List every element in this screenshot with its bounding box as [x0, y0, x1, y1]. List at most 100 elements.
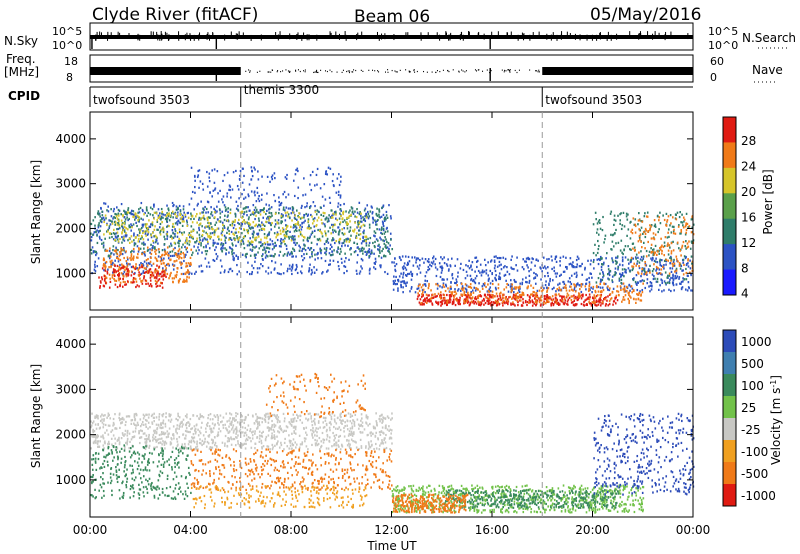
- range-cell: [336, 250, 339, 254]
- range-cell: [162, 259, 164, 262]
- range-cell: [143, 250, 146, 254]
- range-cell: [452, 298, 455, 301]
- range-cell: [575, 271, 578, 274]
- range-cell: [631, 268, 634, 272]
- range-cell: [246, 230, 249, 234]
- nsky-spike: [100, 32, 102, 39]
- nsky-spike: [462, 34, 464, 41]
- freq-dot: [346, 70, 348, 73]
- range-cell: [177, 249, 180, 252]
- range-cell: [283, 234, 286, 237]
- range-cell: [244, 447, 247, 450]
- range-cell: [225, 209, 227, 212]
- range-cell: [112, 210, 115, 213]
- range-cell: [567, 280, 570, 283]
- range-cell: [255, 214, 257, 217]
- range-cell: [361, 267, 363, 270]
- range-cell: [514, 280, 516, 283]
- range-cell: [368, 256, 370, 259]
- range-cell: [256, 191, 259, 194]
- range-cell: [216, 170, 219, 173]
- range-cell: [379, 216, 381, 219]
- range-cell: [679, 249, 682, 252]
- range-cell: [518, 296, 521, 299]
- range-cell: [154, 250, 156, 253]
- range-cell: [430, 265, 433, 268]
- range-cell: [640, 255, 643, 259]
- range-cell: [94, 250, 96, 253]
- range-cell: [357, 221, 359, 224]
- range-cell: [442, 293, 445, 296]
- range-cell: [642, 255, 645, 258]
- range-cell: [180, 261, 183, 264]
- range-cell: [124, 212, 127, 216]
- range-cell: [119, 251, 121, 254]
- range-cell: [328, 263, 330, 266]
- range-cell: [384, 270, 386, 274]
- range-cell: [134, 215, 137, 218]
- range-cell: [300, 228, 303, 231]
- range-cell: [319, 249, 322, 252]
- range-cell: [363, 247, 365, 250]
- range-cell: [401, 280, 404, 283]
- range-cell: [188, 271, 190, 274]
- range-cell: [179, 210, 182, 213]
- range-cell: [284, 237, 286, 240]
- range-cell: [670, 250, 673, 253]
- range-cell: [324, 251, 326, 254]
- range-cell: [130, 265, 133, 269]
- range-cell: [676, 259, 678, 263]
- range-cell: [530, 261, 533, 264]
- range-cell: [380, 228, 383, 231]
- range-cell: [548, 282, 550, 285]
- range-cell: [208, 222, 210, 225]
- range-cell: [120, 272, 123, 275]
- range-cell: [311, 255, 313, 258]
- range-cell: [100, 276, 103, 279]
- range-cell: [132, 215, 134, 218]
- range-cell: [546, 258, 548, 261]
- range-cell: [566, 292, 569, 295]
- range-cell: [255, 223, 257, 226]
- range-cell: [184, 241, 186, 244]
- range-cell: [309, 205, 312, 208]
- freq-dot: [514, 69, 516, 72]
- range-cell: [607, 277, 609, 280]
- range-cell: [670, 270, 673, 273]
- range-cell: [533, 291, 536, 294]
- range-cell: [271, 259, 273, 263]
- range-cell: [317, 216, 320, 219]
- range-cell: [249, 223, 252, 226]
- range-cell: [301, 249, 303, 253]
- range-cell: [501, 301, 504, 304]
- range-cell: [248, 272, 251, 276]
- range-cell: [663, 267, 665, 270]
- range-cell: [148, 219, 150, 222]
- range-cell: [114, 442, 117, 445]
- range-cell: [594, 289, 597, 293]
- range-cell: [653, 253, 656, 256]
- range-cell: [382, 431, 384, 434]
- range-cell: [140, 234, 143, 238]
- range-cell: [335, 191, 338, 194]
- range-cell: [614, 267, 617, 270]
- range-cell: [621, 264, 624, 267]
- range-cell: [680, 254, 682, 257]
- range-cell: [121, 263, 123, 266]
- range-cell: [238, 270, 241, 273]
- range-cell: [329, 413, 331, 416]
- range-cell: [216, 210, 218, 213]
- range-cell: [217, 415, 219, 418]
- range-cell: [198, 226, 200, 230]
- range-cell: [301, 247, 304, 251]
- range-cell: [201, 239, 204, 242]
- range-cell: [186, 280, 188, 283]
- range-cell: [621, 300, 623, 303]
- range-cell: [404, 255, 407, 258]
- range-cell: [151, 413, 154, 416]
- range-cell: [374, 426, 376, 429]
- range-cell: [612, 287, 615, 290]
- range-cell: [229, 185, 232, 188]
- range-cell: [487, 289, 490, 293]
